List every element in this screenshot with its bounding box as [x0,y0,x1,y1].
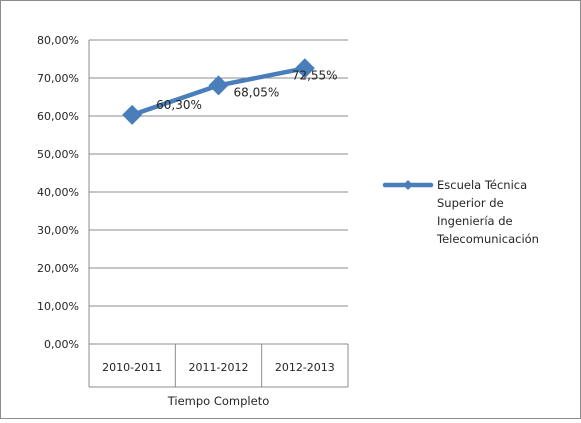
legend: Escuela Técnica Superior de Ingeniería de T… [382,178,539,246]
x-tick-label: 2010-2011 [102,361,162,374]
series-layer: 60,30% 68,05% 72,55% [122,58,338,125]
legend-label: Telecomunicación [436,232,539,246]
y-tick-label: 60,00% [37,110,79,123]
legend-label: Escuela Técnica [437,178,527,192]
legend-label: Superior de [437,196,504,210]
y-tick-label: 20,00% [37,262,79,275]
legend-label: Ingeniería de [437,214,513,228]
data-point-marker [294,58,315,79]
category-axis: 2010-2011 2011-2012 2012-2013 Tiempo Comple… [88,40,349,408]
y-axis-tick-labels: 0,00% 10,00% 20,00% 30,00% 40,00% 50,00% 60,00… [37,34,79,351]
x-tick-label: 2012-2013 [275,361,335,374]
category-group-label: Tiempo Completo [167,394,270,408]
y-tick-label: 40,00% [37,186,79,199]
data-point-marker [208,75,229,96]
data-label: 68,05% [234,85,280,99]
legend-marker [403,180,413,190]
data-point-marker [122,104,143,125]
y-tick-label: 70,00% [37,72,79,85]
data-label: 60,30% [156,98,202,112]
y-tick-label: 50,00% [37,148,79,161]
y-tick-label: 0,00% [44,338,79,351]
y-tick-label: 30,00% [37,224,79,237]
y-tick-label: 10,00% [37,300,79,313]
y-tick-label: 80,00% [37,34,79,47]
data-label: 72,55% [292,68,338,82]
x-tick-label: 2011-2012 [189,361,249,374]
